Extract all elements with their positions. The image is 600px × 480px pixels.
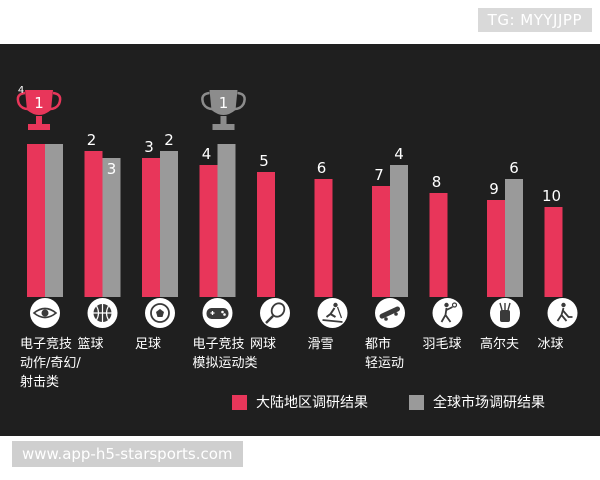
value-label-global-8: 6 <box>509 159 519 177</box>
trophy-rank-label: 1 <box>34 94 44 112</box>
category-label-3-1: 模拟运动类 <box>193 356 258 371</box>
bar-mainland-9 <box>544 207 563 297</box>
basketball-icon <box>87 298 118 328</box>
skateboard-icon <box>375 298 405 328</box>
bar-mainland-8 <box>487 200 505 297</box>
category-label-6-0: 都市 <box>365 336 391 352</box>
category-label-0-0: 电子竞技 <box>20 336 72 352</box>
category-label-1-0: 篮球 <box>78 337 104 352</box>
value-label-mainland-2: 3 <box>144 138 154 156</box>
trophy-icon: 14 <box>16 85 62 130</box>
value-label-global-2: 2 <box>164 131 174 149</box>
badminton-player-icon <box>432 298 463 328</box>
tennis-racket-icon <box>260 298 290 328</box>
soccer-ball-icon <box>145 298 175 328</box>
value-label-global-1: 3 <box>107 160 117 178</box>
value-label-mainland-8: 9 <box>489 180 499 198</box>
legend-swatch-global <box>409 395 424 410</box>
eye-icon <box>30 298 60 328</box>
value-label-mainland-1: 2 <box>87 131 97 149</box>
bar-global-1 <box>102 158 121 297</box>
bar-mainland-5 <box>314 179 333 297</box>
category-label-6-1: 轻运动 <box>365 356 404 371</box>
legend: 大陆地区调研结果 全球市场调研结果 <box>232 394 545 411</box>
bar-global-6 <box>390 165 408 297</box>
bar-mainland-3 <box>199 165 218 297</box>
value-label-mainland-9: 10 <box>542 187 561 205</box>
golf-bag-icon <box>490 298 520 328</box>
bar-mainland-2 <box>142 158 160 297</box>
bar-global-0 <box>45 144 63 297</box>
legend-label-global: 全球市场调研结果 <box>433 394 545 411</box>
bar-global-2 <box>160 151 178 297</box>
category-label-0-1: 动作/奇幻/ <box>20 355 81 371</box>
icons-layer <box>30 298 578 328</box>
trophy-rank-label: 1 <box>219 94 229 112</box>
value-label-mainland-5: 6 <box>317 159 327 177</box>
legend-label-mainland: 大陆地区调研结果 <box>256 395 368 411</box>
value-label-mainland-7: 8 <box>432 173 442 191</box>
trophy-corner-label: 4 <box>18 85 24 96</box>
top-watermark: TG: MYYJJPP <box>477 8 592 32</box>
trophy-icon: 1 <box>201 90 246 130</box>
category-label-0-2: 射击类 <box>20 374 59 390</box>
category-label-2-0: 足球 <box>135 337 161 352</box>
bottom-watermark: www.app-h5-starsports.com <box>12 441 243 467</box>
value-label-global-6: 4 <box>394 145 404 163</box>
category-label-7-0: 羽毛球 <box>423 337 462 352</box>
legend-swatch-mainland <box>232 395 247 410</box>
bar-global-3 <box>217 144 236 297</box>
bar-mainland-4 <box>257 172 275 297</box>
bar-mainland-6 <box>372 186 390 297</box>
gamepad-icon <box>202 298 233 328</box>
bars-layer <box>27 144 563 297</box>
skier-icon <box>317 298 348 328</box>
category-label-9-0: 冰球 <box>538 337 564 352</box>
value-label-mainland-3: 4 <box>202 145 212 163</box>
value-label-mainland-6: 7 <box>374 166 384 184</box>
hockey-player-icon <box>547 298 578 328</box>
bar-mainland-7 <box>429 193 448 297</box>
bar-mainland-1 <box>84 151 103 297</box>
category-label-4-0: 网球 <box>250 337 276 352</box>
category-label-8-0: 高尔夫 <box>480 336 519 352</box>
bar-global-8 <box>505 179 523 297</box>
value-label-mainland-4: 5 <box>259 152 269 170</box>
category-label-5-0: 滑雪 <box>308 337 334 352</box>
trophies-layer: 141 <box>16 85 246 130</box>
bar-mainland-0 <box>27 144 45 297</box>
category-label-3-0: 电子竞技 <box>193 336 245 352</box>
